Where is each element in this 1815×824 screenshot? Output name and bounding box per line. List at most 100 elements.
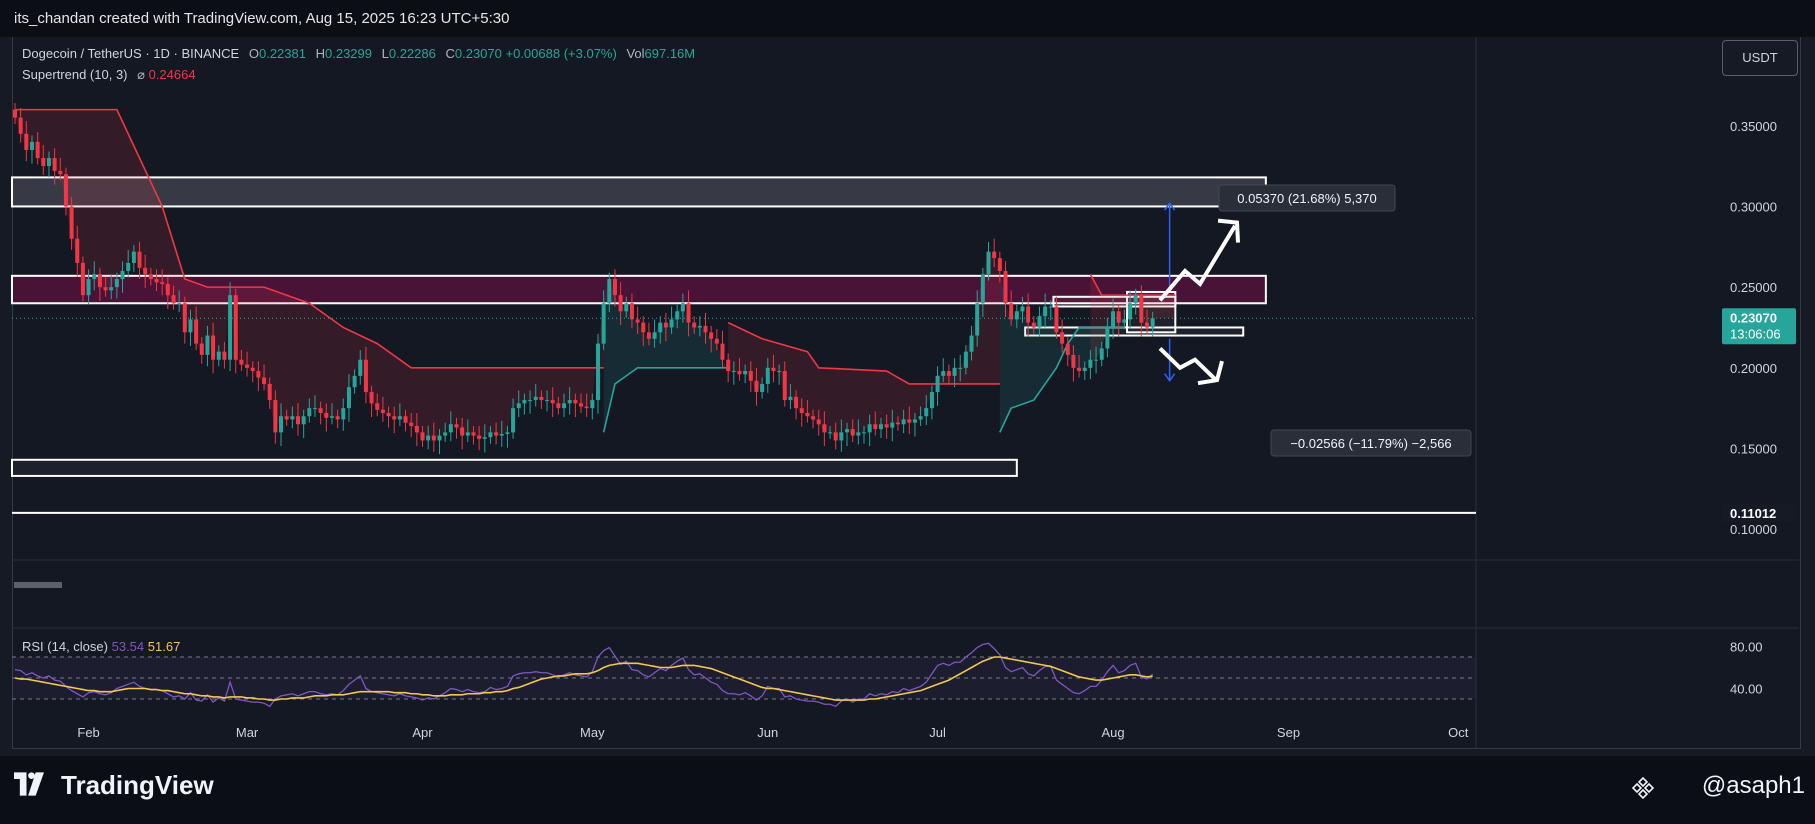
candle	[431, 435, 436, 441]
candle	[720, 343, 725, 360]
candle	[522, 400, 527, 404]
candle	[488, 432, 493, 438]
candle	[301, 416, 306, 425]
candle	[109, 287, 114, 291]
candle	[867, 424, 872, 433]
low-label: L	[381, 46, 389, 61]
candle	[646, 332, 651, 339]
candle	[935, 375, 940, 393]
grid	[12, 37, 1799, 748]
candle	[358, 359, 363, 376]
candle	[794, 396, 799, 409]
candle	[618, 295, 623, 312]
candle	[833, 432, 838, 441]
candle	[403, 416, 408, 423]
price-tag-box	[1722, 308, 1796, 345]
bullish-arrow-head	[1217, 218, 1241, 243]
candle	[80, 262, 85, 296]
scrollbar-handle	[14, 582, 62, 588]
candle	[1043, 306, 1048, 317]
measure-down-arrow	[1164, 373, 1176, 383]
candle	[878, 424, 883, 430]
candle	[103, 287, 108, 291]
candle	[324, 412, 329, 418]
currency-button[interactable]: USDT	[1722, 40, 1798, 76]
candle	[1094, 359, 1099, 361]
candle	[284, 416, 289, 420]
candle	[1003, 270, 1008, 304]
candle	[890, 422, 895, 428]
rsi-value: 53.54	[111, 639, 145, 654]
candle	[1139, 295, 1144, 323]
low-tag-value: 0.11012	[1730, 506, 1776, 521]
candle	[380, 409, 385, 413]
time-tick-label: Sep	[1277, 725, 1300, 740]
candle	[912, 419, 917, 423]
candle	[782, 371, 787, 401]
candle	[958, 367, 963, 369]
candle	[375, 403, 380, 410]
legend-main: Dogecoin / TetherUS · 1D · BINANCE O0.22…	[22, 46, 695, 61]
candle	[539, 396, 544, 401]
measure-up-arrow	[1164, 201, 1176, 211]
time-tick-label: Jun	[757, 725, 778, 740]
candle	[312, 408, 317, 410]
candle	[290, 416, 295, 420]
candle	[533, 396, 538, 401]
candle	[562, 403, 567, 409]
candle	[1031, 322, 1036, 328]
candle	[550, 400, 555, 404]
candle	[211, 335, 216, 360]
candle	[907, 419, 912, 423]
rsi-label[interactable]: RSI (14, close)	[22, 639, 108, 654]
candle	[250, 367, 255, 372]
candle	[46, 158, 51, 167]
candle	[426, 435, 431, 441]
supertrend-label[interactable]: Supertrend (10, 3)	[22, 67, 128, 82]
bullish-arrow	[1158, 224, 1237, 302]
legend-supertrend: Supertrend (10, 3) ⌀ 0.24664	[22, 67, 196, 83]
candle	[63, 174, 68, 207]
legend-rsi: RSI (14, close) 53.54 51.67	[22, 639, 180, 654]
candle	[41, 158, 46, 167]
symbol-title[interactable]: Dogecoin / TetherUS · 1D · BINANCE	[22, 46, 240, 61]
candle	[573, 400, 578, 404]
candle	[726, 359, 731, 372]
candle	[663, 322, 668, 328]
candle	[307, 408, 312, 417]
supertrend-up-line	[602, 367, 729, 433]
candle	[754, 380, 759, 393]
candle	[748, 371, 753, 381]
tradingview-brand[interactable]: TradingView	[61, 770, 214, 800]
author-handle[interactable]: @asaph1	[1701, 772, 1805, 799]
supertrend-symbol: ⌀	[137, 67, 145, 82]
candle	[873, 424, 878, 430]
chart-frame[interactable]	[12, 37, 1801, 749]
candle	[975, 303, 980, 336]
time-tick-label: May	[580, 725, 605, 740]
candle	[1071, 354, 1076, 368]
price-chart[interactable]: 0.05370 (21.68%) 5,370 −0.02566 (−11.79%)…	[0, 0, 1815, 756]
candle	[805, 412, 810, 417]
candle	[262, 377, 267, 384]
price-tick-label: 0.25000	[1730, 280, 1777, 295]
candle	[901, 419, 906, 425]
rsi-line	[14, 642, 1154, 708]
zones	[11, 176, 1267, 477]
candle	[1099, 348, 1104, 360]
rsi-tick-label: 40.00	[1730, 682, 1763, 697]
candle	[884, 424, 889, 428]
candle	[1105, 327, 1110, 349]
bearish-arrow-head	[1197, 360, 1224, 386]
time-axis: Feb Mar Apr May Jun Jul Aug Sep Oct	[77, 725, 1468, 740]
candle	[771, 367, 776, 372]
candle	[545, 400, 550, 402]
candle	[18, 117, 23, 134]
candle	[697, 325, 702, 328]
candle	[567, 400, 572, 404]
candle	[386, 412, 391, 417]
rsi-ma-line	[14, 656, 1153, 701]
candle	[788, 396, 793, 401]
candle	[839, 432, 844, 441]
candle	[743, 371, 748, 375]
